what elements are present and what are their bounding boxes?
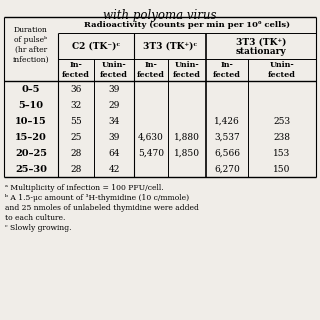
Text: ᵇ A 1.5-μc amount of ³H-thymidine (10 c/mmole): ᵇ A 1.5-μc amount of ³H-thymidine (10 c/… <box>5 194 189 202</box>
Text: 25–30: 25–30 <box>15 164 47 173</box>
Text: 3T3 (TK⁺)ᶜ: 3T3 (TK⁺)ᶜ <box>143 42 197 51</box>
Text: C2 (TK⁻)ᶜ: C2 (TK⁻)ᶜ <box>72 42 120 51</box>
Text: 3T3 (TK⁺): 3T3 (TK⁺) <box>236 37 286 46</box>
Text: 34: 34 <box>108 116 120 125</box>
Text: In-
fected: In- fected <box>62 61 90 79</box>
Text: In-
fected: In- fected <box>213 61 241 79</box>
Text: 32: 32 <box>70 100 82 109</box>
Text: 39: 39 <box>108 132 120 141</box>
Text: 29: 29 <box>108 100 120 109</box>
Text: Unin-
fected: Unin- fected <box>100 61 128 79</box>
Text: 6,270: 6,270 <box>214 164 240 173</box>
Text: 55: 55 <box>70 116 82 125</box>
Text: ᶜ Slowly growing.: ᶜ Slowly growing. <box>5 224 71 232</box>
Text: 1,850: 1,850 <box>174 148 200 157</box>
Text: 20–25: 20–25 <box>15 148 47 157</box>
Text: 10–15: 10–15 <box>15 116 47 125</box>
Text: 150: 150 <box>273 164 291 173</box>
Text: with polyoma virus: with polyoma virus <box>103 9 217 22</box>
Text: Unin-
fected: Unin- fected <box>268 61 296 79</box>
Text: 28: 28 <box>70 148 82 157</box>
Text: 1,880: 1,880 <box>174 132 200 141</box>
Text: and 25 nmoles of unlabeled thymidine were added: and 25 nmoles of unlabeled thymidine wer… <box>5 204 199 212</box>
Text: Unin-
fected: Unin- fected <box>173 61 201 79</box>
Text: 153: 153 <box>273 148 291 157</box>
Text: 28: 28 <box>70 164 82 173</box>
Text: Duration
of pulseᵇ
(hr after
infection): Duration of pulseᵇ (hr after infection) <box>13 26 49 64</box>
Text: Radioactivity (counts per min per 10⁶ cells): Radioactivity (counts per min per 10⁶ ce… <box>84 21 290 29</box>
Text: stationary: stationary <box>236 47 286 57</box>
Text: 25: 25 <box>70 132 82 141</box>
Text: 0–5: 0–5 <box>22 84 40 93</box>
Text: 6,566: 6,566 <box>214 148 240 157</box>
Text: 1,426: 1,426 <box>214 116 240 125</box>
Text: In-
fected: In- fected <box>137 61 165 79</box>
Text: ᵃ Multiplicity of infection = 100 PFU/cell.: ᵃ Multiplicity of infection = 100 PFU/ce… <box>5 184 164 192</box>
Text: 3,537: 3,537 <box>214 132 240 141</box>
Text: 42: 42 <box>108 164 120 173</box>
Text: 64: 64 <box>108 148 120 157</box>
Text: 5,470: 5,470 <box>138 148 164 157</box>
Text: to each culture.: to each culture. <box>5 214 65 222</box>
Text: 15–20: 15–20 <box>15 132 47 141</box>
Text: 4,630: 4,630 <box>138 132 164 141</box>
Text: 253: 253 <box>273 116 291 125</box>
Text: 36: 36 <box>70 84 82 93</box>
Text: 5–10: 5–10 <box>19 100 44 109</box>
Text: 238: 238 <box>274 132 291 141</box>
Text: 39: 39 <box>108 84 120 93</box>
